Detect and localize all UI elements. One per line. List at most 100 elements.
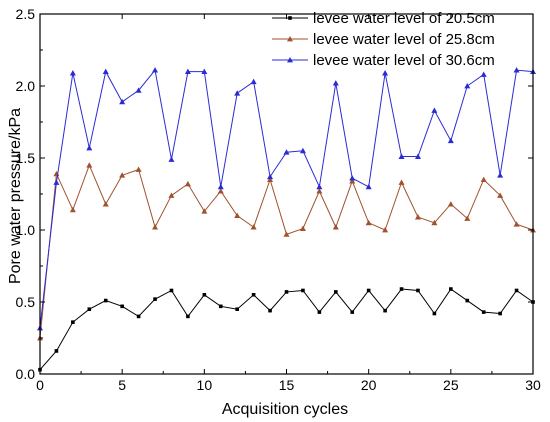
data-point [398,179,405,185]
y-tick-label: 1.0 [16,222,36,238]
data-point [365,219,372,226]
data-point [432,311,437,316]
data-point [382,227,389,233]
data-point [317,310,322,314]
data-point [69,70,76,76]
series-line [39,69,534,328]
data-point [465,298,470,303]
data-point [497,172,504,178]
legend-label: levee water level of 30.6cm [313,52,495,69]
data-point [86,162,93,168]
data-point [366,288,371,293]
legend-marker [288,16,292,20]
data-point [169,288,174,293]
data-point [54,349,59,353]
x-tick-label: 20 [361,377,377,393]
data-point [217,183,224,190]
data-point [513,221,520,227]
x-tick-label: 15 [279,377,295,393]
y-axis-title: Pore water pressure/kPa [7,108,24,284]
data-point [86,144,93,151]
series-line [39,163,534,339]
data-point [349,175,356,181]
data-point [135,166,142,172]
data-point [53,179,60,185]
data-point [334,290,338,294]
data-point [513,67,520,73]
data-point [102,201,109,207]
data-point [497,192,504,198]
data-point [350,310,355,314]
data-point [235,307,239,311]
legend-label: levee water level of 20.5cm [313,10,495,27]
data-point [201,208,208,214]
data-point [447,137,454,144]
data-point [332,80,339,86]
data-point [301,288,305,293]
data-point [152,224,159,230]
data-point [250,78,257,85]
series-line [39,288,534,371]
legend: levee water level of 20.5cm levee water l… [272,10,495,69]
data-point [464,215,471,221]
data-point [316,183,323,190]
data-point [480,71,487,77]
data-point [251,293,256,297]
data-point [71,320,75,324]
data-point [268,308,272,313]
x-tick-label: 0 [36,377,44,393]
y-tick-label: 2.5 [16,6,36,22]
data-point [69,206,76,213]
data-point [184,180,191,187]
data-point [218,304,223,309]
x-tick-label: 25 [443,377,459,393]
data-point [135,87,142,93]
legend-marker [287,57,293,63]
data-point [299,225,306,231]
data-point [332,224,339,230]
x-tick-label: 30 [525,377,541,393]
data-point [202,293,207,297]
y-tick-label: 0.0 [16,366,36,382]
data-point [267,173,274,180]
data-point [119,98,126,105]
data-point [136,314,141,319]
data-point [414,153,421,159]
data-point [365,183,372,190]
data-point [382,70,389,76]
data-point [87,307,92,311]
data-point [283,231,290,237]
data-point [514,288,519,293]
data-point [168,192,175,198]
data-point [119,172,126,178]
x-axis-title: Acquisition cycles [222,401,348,418]
data-point [299,147,306,154]
data-point [186,314,190,319]
x-tick-label: 5 [118,377,126,393]
y-tick-label: 0.5 [16,294,36,310]
data-point [234,212,241,218]
data-point [120,304,124,309]
data-point [316,188,323,194]
data-point [234,90,241,96]
data-point [383,308,387,313]
data-point [283,149,290,155]
data-point [481,310,486,314]
data-point [267,176,274,182]
legend-label: levee water level of 25.8cm [313,31,495,48]
data-point [447,201,454,207]
data-point [184,68,191,74]
axes-layer: 0 5 10 15 20 25 30 0.0 0.5 1.0 1.5 2.0 2.5 [16,6,541,393]
data-point [449,287,453,291]
y-tick-label: 1.5 [16,150,36,166]
data-point [250,224,257,230]
series-layer [37,67,536,372]
series-1 [38,287,535,372]
series-2 [37,162,536,341]
data-point [152,67,159,73]
data-point [284,290,289,294]
y-tick-label: 2.0 [16,78,36,94]
legend-marker [287,36,293,42]
data-point [349,178,356,184]
